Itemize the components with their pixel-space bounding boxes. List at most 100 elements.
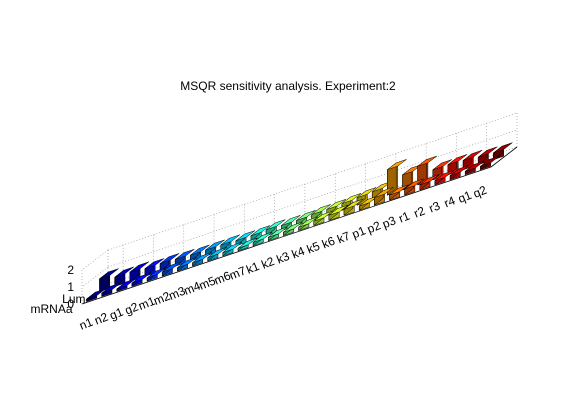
bar-face-top [175,248,195,260]
bar-face-top [222,242,243,253]
bar-face-top [237,237,258,249]
bar-mRNAa-m4 [192,252,212,267]
bar-face-top [129,261,150,273]
bar-face-top [281,215,301,226]
x-tick-label: g1 [108,304,126,322]
x-tick-label: k2 [259,254,276,272]
bar-mRNAa-n2 [101,282,121,298]
z-tick-label: 1 [67,280,74,294]
x-tick-label: k1 [244,259,261,277]
bar-face-top [250,225,271,236]
x-tick-label: r4 [442,193,457,210]
bar-Lum-g1 [129,261,150,282]
bar-face-top [252,231,273,243]
bar-face-top [447,154,468,165]
x-tick-label: g2 [123,299,141,317]
bar-face-top [432,159,453,171]
bar-face-top [235,230,256,242]
bar-face-top [86,288,106,300]
bar-mRNAa-g1 [116,278,137,292]
bar-face-top [465,160,485,172]
bar-face-top [146,267,167,279]
bar-mRNAa-n1 [86,288,106,303]
x-tick-label: m5 [197,273,218,292]
z-tick-label: 2 [67,263,74,277]
x-axis-labels: n1n2g1g2m1m2m3m4m5m6m7k1k2k3k4k5k6k7p1p2… [77,183,489,333]
bar-mRNAa-m7 [237,237,258,252]
x-tick-label: r1 [397,209,412,226]
bar-mRNAa-k7 [343,198,364,216]
bar-face-top [283,221,303,233]
bar-face-top [192,252,212,263]
x-tick-label: m2 [151,289,172,308]
grid-line [81,249,109,271]
bar-face-top [268,226,288,238]
bar-face-top [374,187,394,198]
x-tick-label: r3 [427,198,442,215]
bar-face-top [144,258,165,269]
chart-title: MSQR sensitivity analysis. Experiment:2 [180,79,396,93]
bar-mRNAa-k6 [328,204,349,221]
bar-face-top [296,210,316,221]
bar-mRNAa-q2 [480,155,500,171]
bar-face-top [449,165,470,176]
bar-mRNAa-m1 [146,267,167,282]
bar-Lum-g2 [144,258,165,277]
y-tick-label: Lum [62,292,85,306]
bar-groups [86,142,513,303]
x-tick-label: n1 [77,315,95,333]
bar-mRNAa-p1 [358,195,379,211]
bar-mRNAa-m3 [177,257,197,272]
bar-face-top [419,174,440,186]
x-tick-label: m3 [167,284,188,303]
x-tick-label: r2 [412,204,427,221]
bar-face-top [220,234,240,246]
bar-Lum-k2 [281,215,301,232]
z-axis-ticks: 0 1 2 [67,263,74,311]
bar-Lum-m6 [235,230,256,247]
bar-face-top [341,193,362,204]
bar-face-top [159,253,180,264]
bar-face-top [298,216,318,228]
bar-face-top [356,187,377,198]
bar-Lum-n1 [99,268,119,293]
bar-face-top [404,178,424,190]
bar-Lum-m3 [190,244,210,262]
bar-face-top [99,268,119,280]
bar-mRNAa-m6 [222,242,243,257]
z-tick-label: 0 [67,297,74,311]
bar-face-top [101,282,121,294]
bar-mRNAa-p3 [389,184,409,201]
bar-face-top [417,155,437,167]
bar-Lum-q2 [493,142,513,161]
bar-mRNAa-q1 [464,160,485,176]
bar-mRNAa-k3 [283,221,303,237]
bar-mRNAa-m5 [207,247,227,262]
x-tick-label: k4 [290,244,307,262]
bar-face-top [462,149,483,161]
bar-Lum-r1 [417,155,437,186]
x-tick-label: p2 [365,218,383,236]
bar-face-top [265,219,286,231]
bar-face-top [116,278,137,290]
bar-face-top [493,142,513,154]
y-tick-label: mRNAa [30,302,72,316]
x-tick-label: k7 [335,229,352,247]
bar-face-top [313,210,334,222]
bar-face-top [326,199,347,210]
bar-Lum-n2 [114,266,134,288]
bar-face-top [389,184,409,196]
bar-face-top [131,272,152,284]
bar-face-top [311,204,331,215]
bar-face-top [207,247,227,258]
bar-mRNAa-k2 [268,226,288,242]
x-tick-label: q1 [456,188,474,206]
bar-Lum-p2 [387,159,407,196]
bar-face-top [343,198,364,210]
bar-face-top [114,266,134,278]
x-tick-label: n2 [92,310,110,328]
x-tick-label: m1 [136,294,157,313]
x-tick-label: q2 [471,183,489,201]
bar-Lum-q1 [477,146,498,166]
